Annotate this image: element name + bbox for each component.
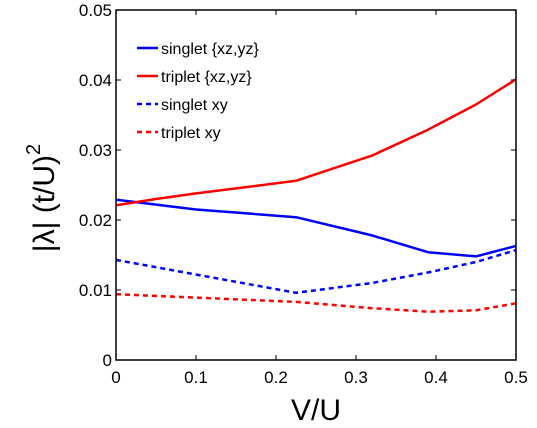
series-line-1 (115, 78, 517, 207)
y-axis-label: |λ| (t/U)2 (23, 144, 61, 252)
legend-entry-1: triplet {xz,yz} (161, 69, 252, 86)
legend-entry-3: triplet xy (161, 125, 221, 142)
plot-frame (115, 9, 517, 361)
legend-entry-2: singlet xy (161, 97, 228, 114)
y-tick-label: 0.01 (79, 281, 112, 300)
x-tick-label: 0.3 (344, 368, 368, 387)
x-tick-label: 0.2 (264, 368, 288, 387)
legend-entry-0: singlet {xz,yz} (161, 41, 259, 58)
plot-area (115, 78, 517, 313)
x-tick-label: 0.4 (424, 368, 448, 387)
series-line-0 (115, 198, 517, 258)
x-axis-label: V/U (291, 394, 341, 427)
x-tick-label: 0.5 (504, 368, 528, 387)
y-tick-label: 0 (103, 351, 112, 370)
x-tick-label: 0.1 (184, 368, 208, 387)
x-tick-label: 0 (111, 368, 120, 387)
y-tick-label: 0.04 (79, 71, 112, 90)
y-tick-label: 0.02 (79, 211, 112, 230)
y-tick-label: 0.05 (79, 1, 112, 20)
axes: 0 0.1 0.2 0.3 0.4 0.5 0 0.01 0.02 0.03 0.04 0.05 (79, 1, 528, 387)
y-axis-label-superscript: 2 (23, 144, 45, 155)
series-line-3 (115, 292, 517, 313)
y-tick-label: 0.03 (79, 141, 112, 160)
legend: singlet {xz,yz} triplet {xz,yz} singlet xy… (137, 41, 259, 142)
y-axis-label-main: |λ| (t/U) (28, 155, 61, 252)
y-axis-label-group: |λ| (t/U)2 (23, 144, 61, 252)
series-line-2 (115, 248, 517, 295)
